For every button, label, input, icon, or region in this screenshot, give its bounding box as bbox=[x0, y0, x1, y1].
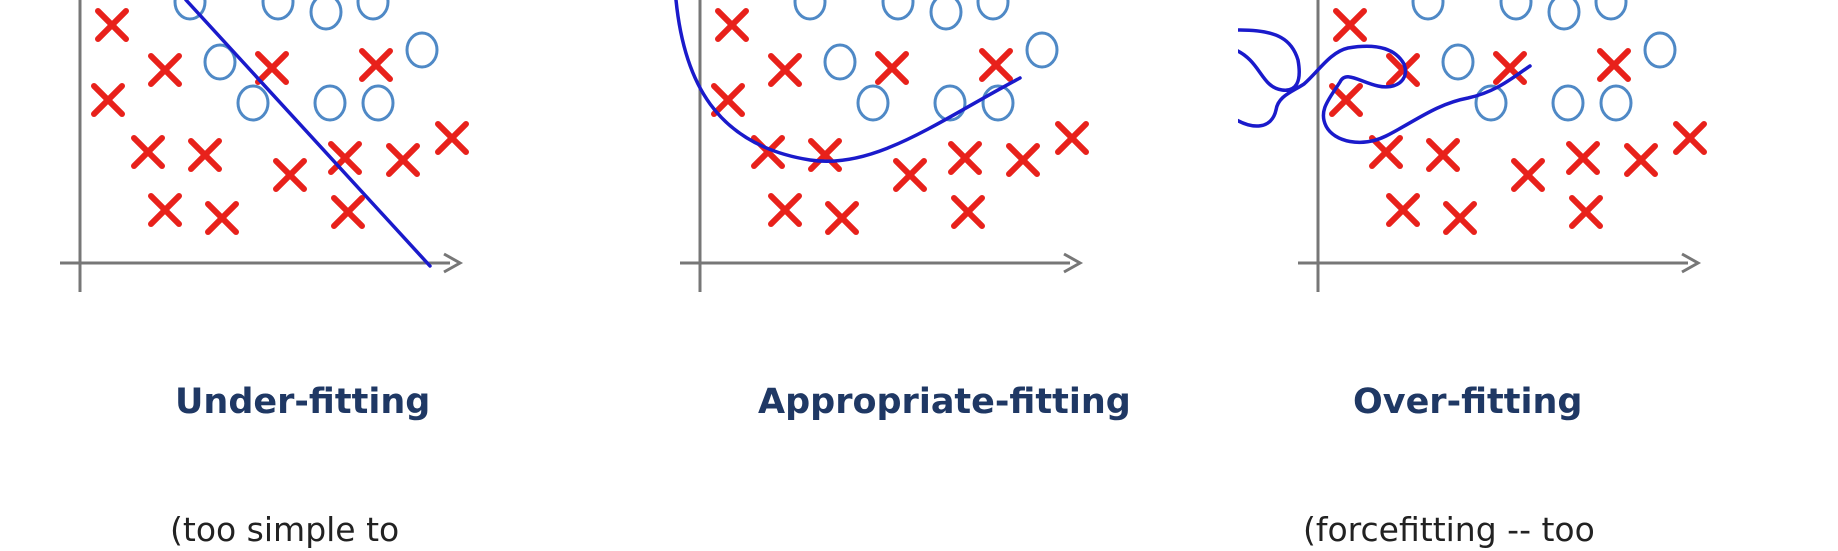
x-axis-arrow bbox=[1063, 252, 1084, 274]
circle-marker bbox=[203, 43, 237, 81]
decision-boundary bbox=[184, 0, 432, 268]
cross-marker bbox=[205, 201, 239, 235]
cross-marker bbox=[95, 8, 129, 42]
cross-marker bbox=[1329, 83, 1363, 117]
panel-note: (forcefitting -- too bbox=[1303, 510, 1595, 549]
cross-marker bbox=[768, 53, 802, 87]
cross-marker bbox=[711, 83, 745, 117]
cross-marker bbox=[979, 48, 1013, 82]
panel-appropriate-fitting: Appropriate-fitting bbox=[620, 0, 1220, 551]
circle-marker bbox=[823, 43, 857, 81]
cross-marker bbox=[875, 51, 909, 85]
cross-marker bbox=[715, 8, 749, 42]
panel-note: (too simple to bbox=[170, 510, 400, 549]
cross-marker bbox=[1006, 143, 1040, 177]
cross-marker bbox=[1055, 121, 1089, 155]
circle-marker bbox=[1499, 0, 1533, 21]
cross-marker bbox=[1369, 135, 1403, 169]
cross-marker bbox=[1566, 141, 1600, 175]
under-fitting-plot bbox=[60, 0, 469, 292]
circle-marker bbox=[1025, 31, 1059, 69]
circle-marker bbox=[933, 84, 967, 122]
decision-boundary bbox=[1238, 28, 1532, 145]
cross-marker bbox=[435, 121, 469, 155]
x-axis-arrow bbox=[1681, 252, 1702, 274]
appropriate-fitting-plot bbox=[674, 0, 1089, 292]
circle-marker bbox=[405, 31, 439, 69]
circle-marker bbox=[976, 0, 1010, 21]
cross-marker bbox=[255, 51, 289, 85]
cross-marker bbox=[91, 83, 125, 117]
cross-marker bbox=[1426, 138, 1460, 172]
cross-marker bbox=[1443, 201, 1477, 235]
circle-marker bbox=[1594, 0, 1628, 21]
circle-marker bbox=[236, 84, 270, 122]
x-axis-arrow bbox=[443, 252, 464, 274]
cross-marker bbox=[768, 193, 802, 227]
over-fitting-plot bbox=[1238, 0, 1707, 292]
circle-marker bbox=[309, 0, 343, 31]
cross-marker bbox=[359, 48, 393, 82]
cross-marker bbox=[825, 201, 859, 235]
circle-marker bbox=[313, 84, 347, 122]
circle-marker bbox=[856, 84, 890, 122]
circle-marker bbox=[1547, 0, 1581, 31]
panel-title: Over-fitting bbox=[1353, 382, 1583, 422]
circle-marker bbox=[981, 84, 1015, 122]
circle-marker bbox=[881, 0, 915, 21]
cross-marker bbox=[386, 143, 420, 177]
panel-title: Under-fitting bbox=[175, 382, 431, 422]
cross-marker bbox=[1673, 121, 1707, 155]
cross-marker bbox=[331, 195, 365, 229]
cross-marker bbox=[273, 158, 307, 192]
cross-marker bbox=[948, 141, 982, 175]
circle-marker bbox=[793, 0, 827, 21]
cross-marker bbox=[328, 141, 362, 175]
panel-under-fitting: Under-fitting (too simple to bbox=[0, 0, 600, 551]
cross-marker bbox=[1511, 158, 1545, 192]
cross-marker bbox=[131, 135, 165, 169]
circle-marker bbox=[1411, 0, 1445, 21]
circle-marker bbox=[1599, 84, 1633, 122]
cross-marker bbox=[1386, 53, 1420, 87]
cross-marker bbox=[808, 138, 842, 172]
cross-marker bbox=[188, 138, 222, 172]
cross-marker bbox=[951, 195, 985, 229]
circle-marker bbox=[173, 0, 207, 21]
panel-title: Appropriate-fitting bbox=[758, 382, 1131, 422]
cross-marker bbox=[148, 193, 182, 227]
circle-marker bbox=[1474, 84, 1508, 122]
cross-marker bbox=[1493, 51, 1527, 85]
cross-marker bbox=[1386, 193, 1420, 227]
decision-boundary bbox=[674, 0, 1022, 163]
cross-marker bbox=[1624, 143, 1658, 177]
circle-marker bbox=[1551, 84, 1585, 122]
cross-marker bbox=[1569, 195, 1603, 229]
panel-over-fitting: Over-fitting (forcefitting -- too bbox=[1238, 0, 1838, 551]
circle-marker bbox=[261, 0, 295, 21]
cross-marker bbox=[893, 158, 927, 192]
circle-marker bbox=[929, 0, 963, 31]
circle-marker bbox=[361, 84, 395, 122]
circle-marker bbox=[1441, 43, 1475, 81]
cross-marker bbox=[1333, 8, 1367, 42]
circle-marker bbox=[356, 0, 390, 21]
cross-marker bbox=[148, 53, 182, 87]
circle-marker bbox=[1643, 31, 1677, 69]
cross-marker bbox=[1597, 48, 1631, 82]
